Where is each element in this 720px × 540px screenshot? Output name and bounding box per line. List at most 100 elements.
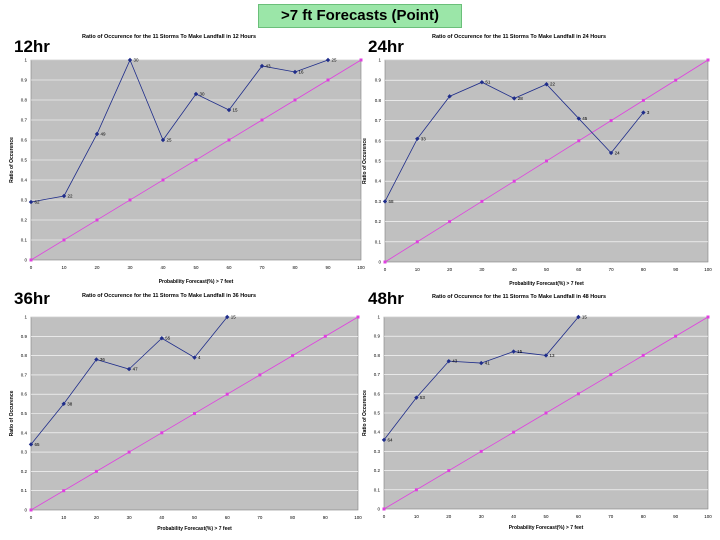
chart0-series-point — [127, 57, 133, 63]
chart3-ytick-label: 0.6 — [374, 391, 381, 396]
chart2-series-point — [225, 314, 230, 320]
chart3-point-label: 13 — [550, 353, 556, 358]
chart1-xtick-label: 30 — [479, 267, 485, 272]
chart0-series-line — [30, 58, 329, 203]
chart3-series-point — [543, 353, 549, 358]
chart3-series-point — [446, 358, 451, 364]
chart1-xtick-label: 40 — [512, 267, 518, 272]
chart2-point-label: 47 — [133, 367, 139, 372]
chart3-series-point — [414, 395, 419, 400]
chart0-reference-point — [359, 58, 363, 62]
chart3-ytick-label: 0.2 — [374, 468, 381, 473]
chart0-xtick-label: 60 — [226, 265, 232, 270]
chart1-ytick-label: 0 — [378, 260, 381, 265]
chart2-series-point — [94, 357, 99, 362]
chart3-series-point — [479, 360, 484, 366]
chart3-reference-point — [674, 334, 678, 338]
chart1-ytick-label: 0.7 — [375, 118, 382, 123]
chart1-ytick-label: 0.5 — [375, 159, 382, 164]
chart2-reference-point — [160, 431, 164, 435]
chart1-title: Ratio of Occurence for the 11 Storms To … — [432, 34, 606, 40]
chart0-series-point — [193, 91, 199, 97]
chart0-xtick-label: 50 — [193, 265, 199, 270]
chart3-point-label: 53 — [420, 395, 426, 400]
chart2-reference-point — [323, 334, 327, 338]
chart1-xtick-label: 80 — [641, 267, 647, 272]
chart0-series-point — [325, 57, 331, 63]
chart0-ytick-label: 0.1 — [21, 238, 28, 243]
chart1-reference-point — [641, 98, 645, 102]
chart1-xtick-label: 90 — [673, 267, 679, 272]
chart0-point-label: 25 — [332, 58, 338, 63]
chart1-reference-point — [577, 139, 581, 143]
chart2-reference-point — [193, 412, 196, 415]
chart3-xtick-label: 90 — [673, 514, 679, 519]
chart2-xtick-label: 70 — [257, 515, 263, 520]
chart2-y-axis-label: Ratio of Occurence — [9, 390, 15, 436]
chart1-ytick-label: 0.3 — [375, 199, 382, 204]
chart0-ytick-label: 0.7 — [21, 118, 28, 123]
chart2-reference-point — [62, 489, 66, 493]
chart3-xtick-label: 30 — [479, 514, 485, 519]
chart1-x-axis-label: Probability Forecast(%) > 7 feet — [509, 281, 584, 287]
chart0-ytick-label: 1 — [24, 58, 27, 63]
chart0-reference-point — [260, 118, 264, 122]
chart2-point-label: 36 — [100, 357, 106, 362]
chart1-reference-point — [674, 78, 678, 82]
panel-label-12hr: 12hr — [14, 37, 50, 56]
chart1-series-point — [544, 82, 549, 87]
chart2-ytick-label: 0.9 — [21, 334, 28, 339]
chart1-series-point — [576, 116, 581, 121]
chart3-ytick-label: 0 — [377, 507, 380, 512]
chart2-xtick-label: 80 — [290, 515, 296, 520]
chart3-point-label: 41 — [485, 361, 491, 366]
chart1-ytick-label: 1 — [378, 58, 381, 63]
chart3-xtick-label: 50 — [543, 514, 549, 519]
chart3-xtick-label: 0 — [383, 514, 386, 519]
chart0-ytick-label: 0.2 — [21, 218, 28, 223]
chart0-reference-point — [326, 78, 330, 82]
chart0-point-label: 16 — [299, 70, 305, 75]
chart2-series-point — [126, 366, 132, 372]
chart0-reference-point — [95, 218, 99, 222]
chart1-xtick-label: 70 — [609, 267, 615, 272]
chart0-reference-point — [227, 138, 231, 142]
chart3-ytick-label: 0.4 — [374, 430, 381, 435]
chart3-reference-point — [414, 488, 418, 492]
chart0-series-point — [61, 193, 67, 199]
chart0-point-label: 25 — [167, 138, 173, 143]
chart0-reference-point — [29, 258, 33, 262]
chart1-ytick-label: 0.4 — [375, 179, 382, 184]
chart0-y-axis-label: Ratio of Occurence — [9, 137, 15, 183]
chart2-xtick-label: 0 — [30, 515, 33, 520]
chart3-xtick-label: 60 — [576, 514, 582, 519]
chart3-ytick-label: 0.8 — [374, 353, 381, 358]
chart0-ytick-label: 0.6 — [21, 138, 28, 143]
chart1-ytick-label: 0.1 — [375, 239, 382, 244]
chart2-point-label: 38 — [67, 401, 73, 406]
chart3-xtick-label: 80 — [641, 514, 647, 519]
chart0-reference-point — [293, 98, 297, 102]
chart2-xtick-label: 20 — [94, 515, 100, 520]
chart3-point-label: 64 — [388, 437, 394, 442]
chart3-point-label: 43 — [452, 359, 458, 364]
chart2-reference-point — [29, 508, 33, 512]
chart2-title: Ratio of Occurence for the 11 Storms To … — [82, 293, 256, 299]
chart0-point-label: 43 — [266, 64, 272, 69]
chart0-xtick-label: 30 — [127, 265, 133, 270]
chart2-reference-point — [356, 315, 360, 319]
chart1-y-axis-label: Ratio of Occurence — [362, 138, 368, 184]
chart0-ytick-label: 0 — [24, 258, 27, 263]
chart1-xtick-label: 100 — [704, 267, 712, 272]
chart1-ytick-label: 0.8 — [375, 98, 382, 103]
chart0-reference-point — [128, 198, 132, 202]
chart0-xtick-label: 70 — [259, 265, 265, 270]
chart3-xtick-label: 10 — [414, 514, 420, 519]
chart1-series-point — [479, 80, 485, 85]
chart1-xtick-label: 60 — [576, 267, 582, 272]
chart2-ytick-label: 0.4 — [21, 430, 28, 435]
chart2-point-label: 55 — [165, 336, 171, 341]
chart3-xtick-label: 70 — [608, 514, 614, 519]
chart3-series-point — [381, 437, 387, 443]
chart0-xtick-label: 100 — [357, 265, 365, 270]
